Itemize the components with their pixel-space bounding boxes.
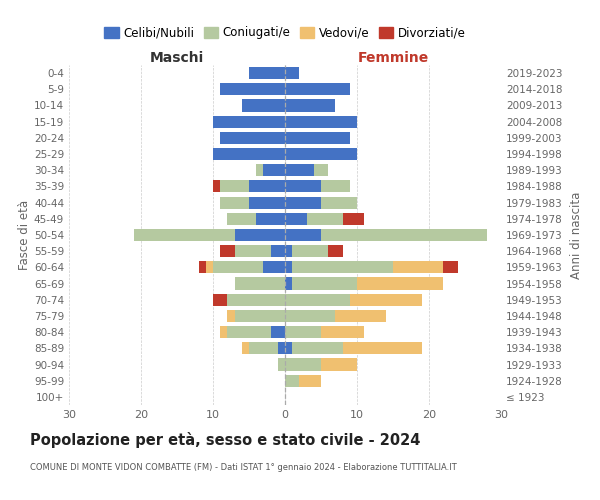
Bar: [249, 180, 285, 192]
Bar: [220, 196, 249, 208]
Bar: [213, 262, 263, 274]
Bar: [206, 262, 213, 274]
Bar: [242, 100, 285, 112]
Bar: [227, 212, 256, 225]
Bar: [285, 245, 292, 258]
Bar: [321, 196, 357, 208]
Bar: [242, 342, 249, 354]
Bar: [227, 326, 271, 338]
Bar: [235, 278, 285, 289]
Bar: [227, 294, 285, 306]
Bar: [278, 358, 285, 370]
Bar: [292, 262, 393, 274]
Bar: [199, 262, 206, 274]
Bar: [249, 342, 278, 354]
Text: Femmine: Femmine: [358, 51, 428, 65]
Bar: [292, 342, 343, 354]
Bar: [307, 212, 343, 225]
Bar: [213, 294, 227, 306]
Y-axis label: Anni di nascita: Anni di nascita: [569, 192, 583, 278]
Bar: [213, 148, 285, 160]
Bar: [220, 245, 235, 258]
Bar: [220, 180, 249, 192]
Bar: [256, 164, 263, 176]
Bar: [220, 83, 285, 96]
Bar: [285, 278, 292, 289]
Bar: [328, 245, 343, 258]
Bar: [263, 262, 285, 274]
Bar: [285, 262, 292, 274]
Bar: [343, 342, 422, 354]
Bar: [285, 196, 321, 208]
Bar: [285, 100, 335, 112]
Bar: [321, 326, 364, 338]
Bar: [285, 358, 321, 370]
Text: Maschi: Maschi: [150, 51, 204, 65]
Bar: [285, 180, 321, 192]
Bar: [285, 229, 321, 241]
Bar: [227, 310, 235, 322]
Text: Popolazione per età, sesso e stato civile - 2024: Popolazione per età, sesso e stato civil…: [30, 432, 421, 448]
Bar: [321, 180, 350, 192]
Bar: [343, 212, 364, 225]
Bar: [285, 294, 350, 306]
Bar: [249, 196, 285, 208]
Bar: [393, 262, 443, 274]
Bar: [249, 67, 285, 79]
Bar: [314, 164, 328, 176]
Bar: [443, 262, 458, 274]
Bar: [285, 132, 350, 144]
Y-axis label: Fasce di età: Fasce di età: [18, 200, 31, 270]
Bar: [292, 245, 328, 258]
Bar: [235, 245, 271, 258]
Bar: [285, 164, 314, 176]
Bar: [213, 116, 285, 128]
Bar: [220, 132, 285, 144]
Bar: [271, 326, 285, 338]
Bar: [285, 374, 299, 387]
Legend: Celibi/Nubili, Coniugati/e, Vedovi/e, Divorziati/e: Celibi/Nubili, Coniugati/e, Vedovi/e, Di…: [100, 22, 470, 44]
Bar: [213, 180, 220, 192]
Bar: [357, 278, 443, 289]
Bar: [256, 212, 285, 225]
Bar: [271, 245, 285, 258]
Bar: [285, 148, 357, 160]
Bar: [285, 116, 357, 128]
Bar: [235, 310, 285, 322]
Bar: [321, 358, 357, 370]
Bar: [285, 83, 350, 96]
Text: COMUNE DI MONTE VIDON COMBATTE (FM) - Dati ISTAT 1° gennaio 2024 - Elaborazione : COMUNE DI MONTE VIDON COMBATTE (FM) - Da…: [30, 462, 457, 471]
Bar: [299, 374, 321, 387]
Bar: [285, 310, 335, 322]
Bar: [263, 164, 285, 176]
Bar: [285, 342, 292, 354]
Bar: [285, 212, 307, 225]
Bar: [134, 229, 235, 241]
Bar: [235, 229, 285, 241]
Bar: [350, 294, 422, 306]
Bar: [285, 67, 299, 79]
Bar: [321, 229, 487, 241]
Bar: [335, 310, 386, 322]
Bar: [292, 278, 357, 289]
Bar: [220, 326, 227, 338]
Bar: [285, 326, 321, 338]
Bar: [278, 342, 285, 354]
